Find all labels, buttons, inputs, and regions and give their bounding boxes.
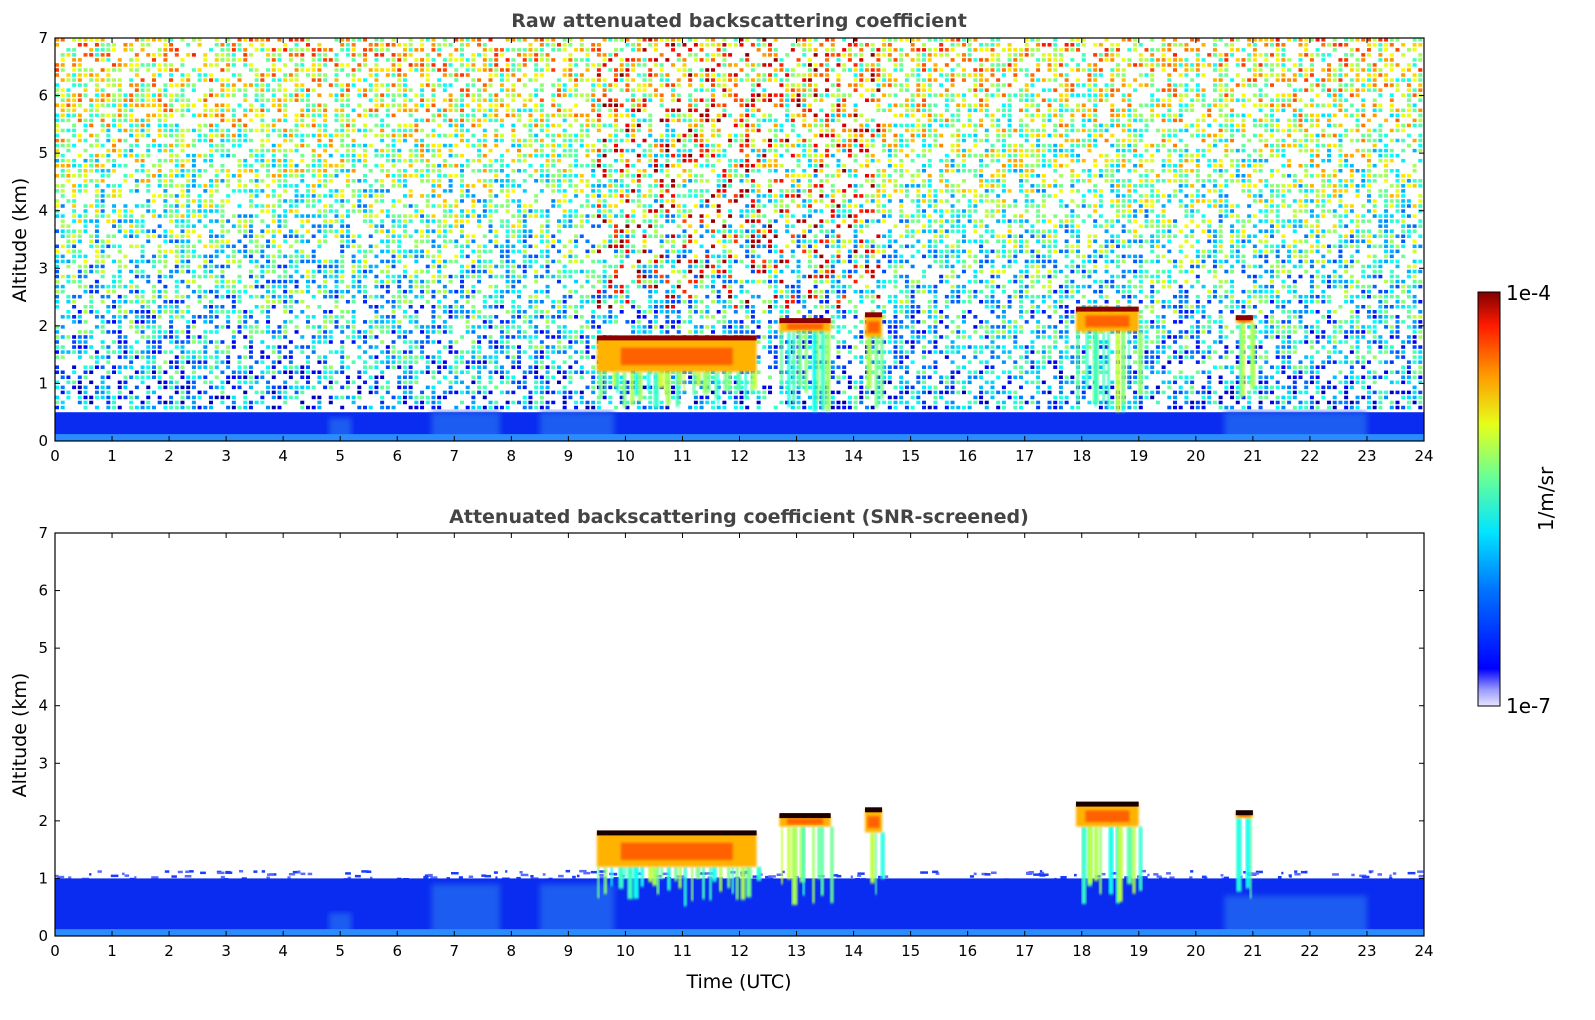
y-tick-label: 7 [38,29,48,47]
x-tick-label: 23 [1357,447,1376,465]
x-tick-label: 13 [787,447,806,465]
y-tick-label: 1 [38,869,48,887]
snr-y-axis: 0 1 2 3 4 5 6 7 [38,524,1424,945]
x-tick-label: 24 [1414,447,1433,465]
y-tick-label: 2 [38,812,48,830]
x-tick-label: 19 [1129,447,1148,465]
x-tick-label: 10 [616,942,635,960]
snr-heatmap [55,533,1424,936]
x-tick-label: 9 [564,942,574,960]
x-tick-label: 17 [1015,447,1034,465]
x-tick-label: 2 [164,942,174,960]
colorbar-unit-label: 1/m/sr [1534,466,1558,531]
y-tick-label: 1 [38,374,48,392]
raw-x-axis: 0 1 2 3 4 5 6 7 8 9 10 11 12 13 14 15 16 17 18 19 20 21 22 23 24 [50,38,1434,465]
raw-panel-title: Raw attenuated backscattering coefficien… [511,10,967,32]
x-tick-label: 21 [1243,942,1262,960]
x-tick-label: 3 [221,447,231,465]
x-tick-label: 13 [787,942,806,960]
x-tick-label: 0 [50,942,60,960]
y-tick-label: 0 [38,432,48,450]
snr-panel-title: Attenuated backscattering coefficient (S… [449,506,1029,528]
x-tick-label: 22 [1300,942,1319,960]
x-tick-label: 2 [164,447,174,465]
x-tick-label: 17 [1015,942,1034,960]
x-tick-label: 5 [335,942,345,960]
x-tick-label: 8 [507,942,517,960]
x-tick-label: 14 [844,942,863,960]
x-tick-label: 10 [616,447,635,465]
x-tick-label: 14 [844,447,863,465]
x-tick-label: 20 [1186,942,1205,960]
x-tick-label: 9 [564,447,574,465]
y-tick-label: 4 [38,697,48,715]
y-tick-label: 6 [38,87,48,105]
x-tick-label: 1 [107,447,117,465]
x-tick-label: 16 [958,942,977,960]
raw-heatmap [55,38,1424,441]
snr-y-axis-label: Altitude (km) [9,673,31,798]
y-tick-label: 7 [38,524,48,542]
x-tick-label: 7 [450,942,460,960]
x-tick-label: 16 [958,447,977,465]
x-tick-label: 22 [1300,447,1319,465]
y-tick-label: 5 [38,144,48,162]
y-tick-label: 5 [38,639,48,657]
x-tick-label: 24 [1414,942,1433,960]
y-tick-label: 0 [38,927,48,945]
colorbar-gradient [1477,291,1501,707]
x-tick-label: 8 [507,447,517,465]
raw-y-axis-label: Altitude (km) [9,178,31,303]
x-tick-label: 4 [278,447,288,465]
y-tick-label: 3 [38,259,48,277]
colorbar-min-label: 1e-7 [1506,694,1551,718]
y-tick-label: 4 [38,202,48,220]
y-tick-label: 2 [38,317,48,335]
y-tick-label: 3 [38,754,48,772]
snr-x-axis: 0 1 2 3 4 5 6 7 8 9 10 11 12 13 14 15 16 17 18 19 20 21 22 23 24 [50,533,1434,960]
x-tick-label: 3 [221,942,231,960]
snr-panel: Attenuated backscattering coefficient (S… [9,506,1434,993]
x-tick-label: 5 [335,447,345,465]
x-tick-label: 12 [730,447,749,465]
x-tick-label: 18 [1072,942,1091,960]
raw-panel: Raw attenuated backscattering coefficien… [9,10,1434,465]
raw-y-axis: 0 1 2 3 4 5 6 7 [38,29,1424,450]
x-tick-label: 0 [50,447,60,465]
x-tick-label: 11 [673,447,692,465]
x-tick-label: 19 [1129,942,1148,960]
y-tick-label: 6 [38,582,48,600]
x-tick-label: 4 [278,942,288,960]
x-tick-label: 12 [730,942,749,960]
x-tick-label: 15 [901,447,920,465]
colorbar: 1e-4 1e-7 1/m/sr [1477,281,1558,718]
x-tick-label: 11 [673,942,692,960]
x-tick-label: 21 [1243,447,1262,465]
x-axis-label: Time (UTC) [685,971,791,993]
x-tick-label: 20 [1186,447,1205,465]
x-tick-label: 18 [1072,447,1091,465]
x-tick-label: 6 [392,942,402,960]
x-tick-label: 1 [107,942,117,960]
x-tick-label: 15 [901,942,920,960]
x-tick-label: 7 [450,447,460,465]
x-tick-label: 23 [1357,942,1376,960]
colorbar-max-label: 1e-4 [1506,281,1551,305]
x-tick-label: 6 [392,447,402,465]
